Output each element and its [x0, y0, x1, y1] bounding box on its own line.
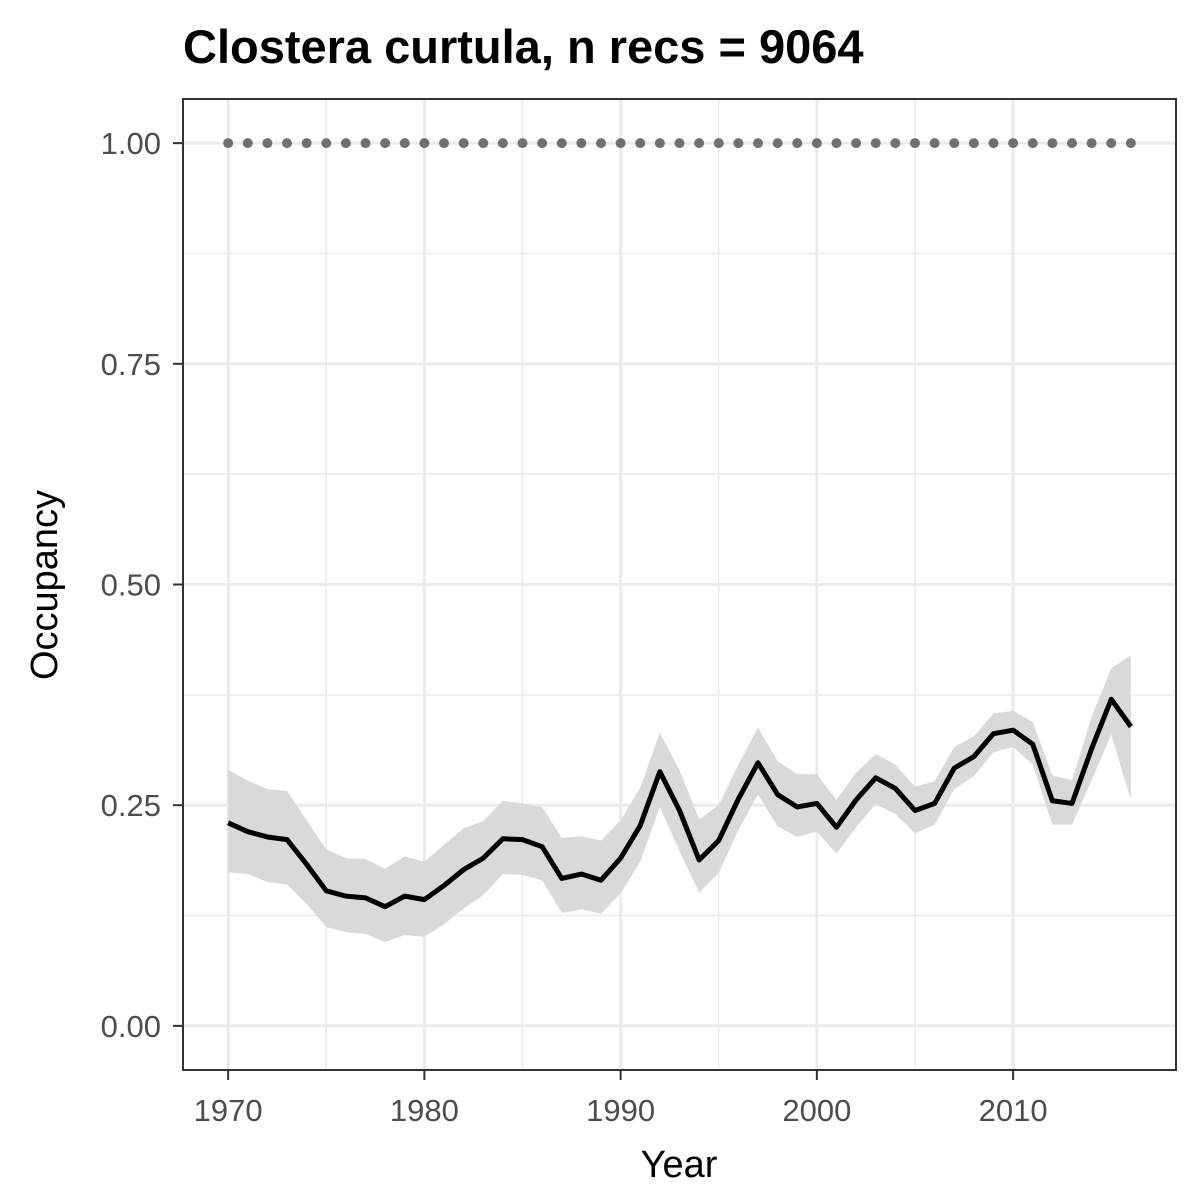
data-point [851, 138, 862, 149]
data-point [733, 138, 744, 149]
data-point [909, 138, 920, 149]
data-point [262, 138, 273, 149]
data-point [831, 138, 842, 149]
data-point [596, 138, 607, 149]
data-point [694, 138, 705, 149]
x-tick-label: 1980 [390, 1093, 459, 1128]
data-point [419, 138, 430, 149]
data-point [890, 138, 901, 149]
data-point [458, 138, 469, 149]
data-point [752, 138, 763, 149]
data-point [1047, 138, 1058, 149]
x-tick-label: 2000 [782, 1093, 851, 1128]
data-point [537, 138, 548, 149]
data-point [497, 138, 508, 149]
y-tick-label: 1.00 [101, 126, 161, 161]
data-point [870, 138, 881, 149]
y-tick-label: 0.25 [101, 788, 161, 823]
x-tick-label: 1970 [194, 1093, 263, 1128]
data-point [1125, 138, 1136, 149]
data-point [576, 138, 587, 149]
data-point [301, 138, 312, 149]
data-point [1027, 138, 1038, 149]
data-point [321, 138, 332, 149]
y-axis-ticks: 0.00 0.25 0.50 0.75 1.00 [101, 126, 182, 1044]
occupancy-line [227, 696, 1133, 910]
data-point [399, 138, 410, 149]
data-point [439, 138, 450, 149]
data-point [615, 138, 626, 149]
data-point [654, 138, 665, 149]
data-point [242, 138, 253, 149]
data-point [223, 138, 234, 149]
y-tick-label: 0.00 [101, 1009, 161, 1044]
data-point [713, 138, 724, 149]
y-tick-label: 0.75 [101, 347, 161, 382]
chart-title: Clostera curtula, n recs = 9064 [183, 20, 864, 73]
data-point [556, 138, 567, 149]
x-axis-label: Year [641, 1144, 718, 1186]
data-point [1008, 138, 1019, 149]
data-point [282, 138, 293, 149]
data-point [792, 138, 803, 149]
data-point [674, 138, 685, 149]
data-point [1086, 138, 1097, 149]
data-point [360, 138, 371, 149]
data-point [988, 138, 999, 149]
x-tick-label: 2010 [979, 1093, 1048, 1128]
x-tick-label: 1990 [586, 1093, 655, 1128]
y-axis-label: Occupancy [24, 490, 66, 680]
y-tick-label: 0.50 [101, 568, 161, 603]
data-point [340, 138, 351, 149]
confidence-ribbon-layer [228, 655, 1131, 943]
data-point [949, 138, 960, 149]
data-point [1066, 138, 1077, 149]
occupancy-line-layer [227, 696, 1133, 910]
confidence-ribbon [228, 655, 1131, 943]
data-point [1106, 138, 1117, 149]
data-point [968, 138, 979, 149]
data-point [772, 138, 783, 149]
data-point [929, 138, 940, 149]
data-point [517, 138, 528, 149]
data-point [811, 138, 822, 149]
x-axis-ticks: 1970 1980 1990 2000 2010 [194, 1071, 1048, 1128]
points-layer [223, 138, 1136, 149]
data-point [380, 138, 391, 149]
data-point [478, 138, 489, 149]
plot-border [182, 98, 1177, 1071]
data-point [635, 138, 646, 149]
